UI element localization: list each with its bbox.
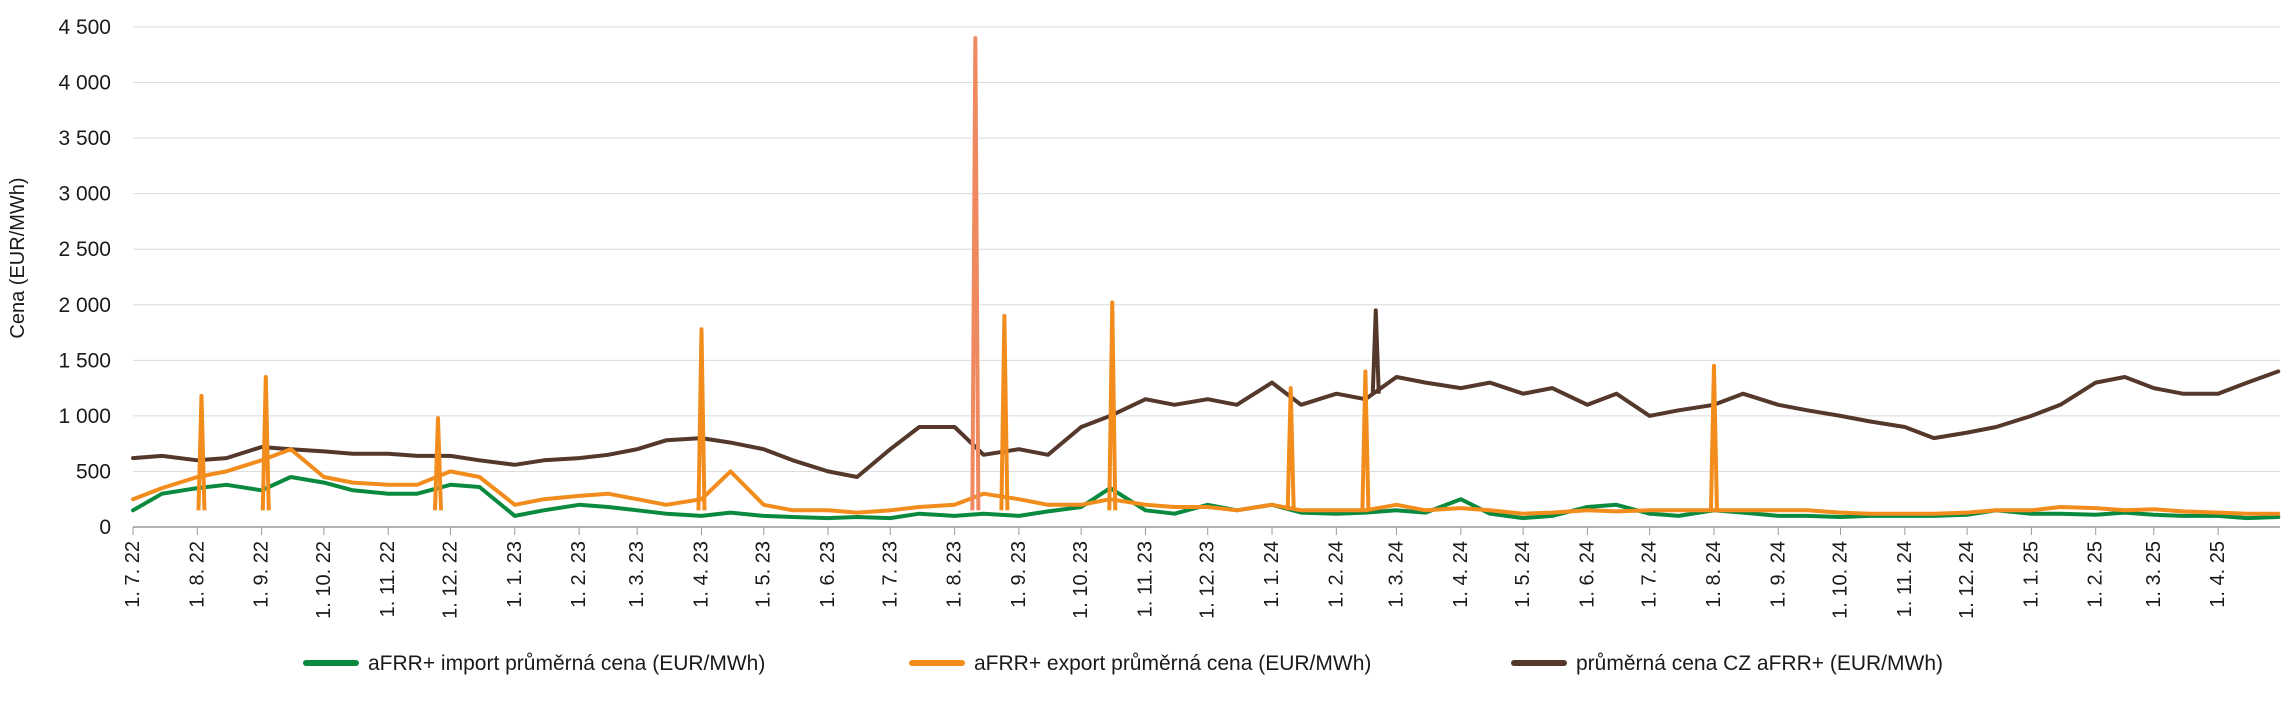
spike-mark [432,416,443,511]
x-tick-label: 1. 4. 25 [2207,541,2229,608]
y-tick-label: 4 500 [58,16,111,39]
y-tick-label: 500 [76,460,111,483]
spike-mark [260,375,271,511]
x-tick-label: 1. 3. 24 [1386,541,1408,608]
x-tick-label: 1. 4. 23 [690,541,712,608]
x-tick-label: 1. 1. 25 [2020,541,2042,608]
x-tick-label: 1. 2. 24 [1325,541,1347,608]
x-tick-label: 1. 7. 24 [1639,541,1661,608]
x-tick-label: 1. 9. 24 [1767,541,1789,608]
x-tick-label: 1. 10. 23 [1070,541,1092,619]
y-tick-label: 3 500 [58,127,111,150]
spike-mark [1107,300,1118,511]
x-tick-label: 1. 11. 24 [1894,541,1916,617]
spike-mark [1360,369,1371,511]
y-tick-label: 2 000 [58,294,111,317]
spike-mark [1285,386,1296,511]
x-tick-label: 1. 7. 23 [879,541,901,608]
x-tick-label: 1. 4. 24 [1450,541,1472,608]
x-tick-label: 1. 2. 23 [568,541,590,608]
y-tick-label: 3 000 [58,183,111,206]
x-tick-label: 1. 5. 23 [753,541,775,608]
x-tick-label: 1. 11. 23 [1134,541,1156,617]
x-tick-label: 1. 10. 22 [313,541,335,619]
x-tick-label: 1. 1. 23 [504,541,526,608]
y-tick-label: 0 [99,516,111,539]
x-tick-label: 1. 12. 24 [1956,541,1978,619]
series-line [131,447,2281,516]
legend-label: aFRR+ import průměrná cena (EUR/MWh) [368,652,765,675]
x-tick-label: 1. 12. 23 [1197,541,1219,619]
spike-mark [999,313,1010,511]
y-axis-label: Cena (EUR/MWh) [7,177,29,338]
series-layer [131,36,2281,521]
y-tick-label: 1 000 [58,405,111,428]
legend-label: aFRR+ export průměrná cena (EUR/MWh) [974,652,1371,675]
legend: aFRR+ import průměrná cena (EUR/MWh) aFRR… [303,652,1943,675]
x-tick-label: 1. 3. 23 [626,541,648,608]
y-tick-label: 1 500 [58,349,111,372]
series-line [131,475,2281,521]
x-tick-label: 1. 11. 22 [377,541,399,617]
x-tick-label: 1. 5. 24 [1512,541,1534,608]
x-tick-label: 1. 9. 23 [1008,541,1030,608]
x-tick-label: 1. 9. 22 [251,541,273,608]
x-tick-label: 1. 8. 22 [186,541,208,608]
x-tick-label: 1. 6. 24 [1576,541,1598,608]
x-tick-label: 1. 8. 23 [944,541,966,608]
spike-mark [1370,308,1381,394]
x-tick-label: 1. 12. 22 [439,541,461,619]
spike-mark [1708,363,1719,511]
y-tick-label: 4 000 [58,72,111,95]
x-tick-label: 1. 1. 24 [1261,541,1283,608]
spike-mark [196,393,207,511]
x-tick-label: 1. 6. 23 [817,541,839,608]
spike-mark [696,327,707,511]
y-axis: 0 500 1 000 1 500 2 000 2 500 3 000 3 500 4 000 4… [58,16,111,539]
spike-mark [970,36,981,511]
x-tick-label: 1. 2. 25 [2085,541,2107,608]
series-line [131,369,2281,479]
x-tick-label: 1. 8. 24 [1703,541,1725,608]
x-tick-label: 1. 3. 25 [2143,541,2165,608]
y-tick-label: 2 500 [58,238,111,261]
gridlines [133,26,2280,528]
x-tick-label: 1. 10. 24 [1830,541,1852,619]
x-tick-label: 1. 7. 22 [122,541,144,608]
x-axis: 1. 7. 22 1. 8. 22 1. 9. 22 1. 10. 22 1. 11. … [122,527,2229,619]
legend-label: průměrná cena CZ aFRR+ (EUR/MWh) [1576,652,1943,675]
